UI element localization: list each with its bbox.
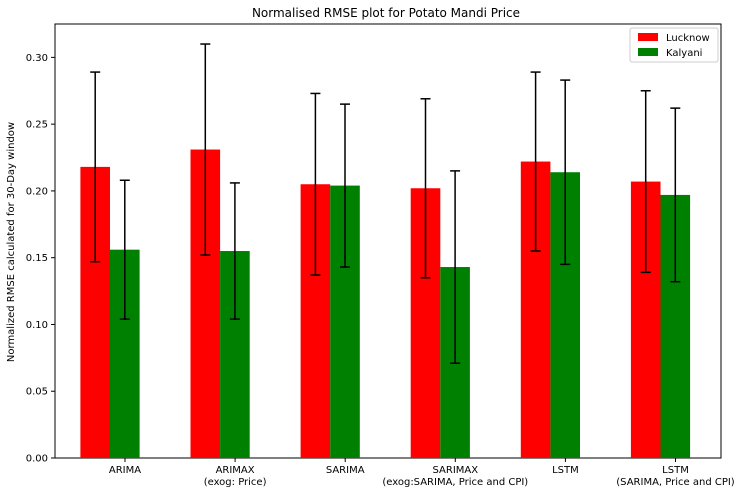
y-tick-label: 0.00 [26,454,48,465]
x-tick-label: (exog:SARIMA, Price and CPI) [382,477,528,488]
legend-label-kalyani: Kalyani [666,48,702,59]
legend-label-lucknow: Lucknow [666,33,710,44]
y-tick-label: 0.25 [26,120,48,131]
x-tick-label: ARIMA [109,465,141,476]
x-tick-label: (exog: Price) [204,477,267,488]
y-axis-label: Normalized RMSE calculated for 30-Day wi… [6,122,17,362]
y-tick-label: 0.30 [26,53,48,64]
legend-swatch-lucknow [638,33,658,41]
y-tick-label: 0.10 [26,320,48,331]
x-tick-label: (SARIMA, Price and CPI) [616,477,735,488]
x-tick-label: LSTM [552,465,579,476]
y-tick-label: 0.15 [26,253,48,264]
x-tick-label: LSTM [662,465,689,476]
x-tick-label: ARIMAX [216,465,255,476]
chart-title: Normalised RMSE plot for Potato Mandi Pr… [252,6,520,20]
x-tick-label: SARIMAX [433,465,479,476]
y-tick-label: 0.20 [26,186,48,197]
legend-swatch-kalyani [638,48,658,56]
plot-frame [54,23,722,459]
y-tick-label: 0.05 [26,387,48,398]
x-tick-label: SARIMA [326,465,365,476]
